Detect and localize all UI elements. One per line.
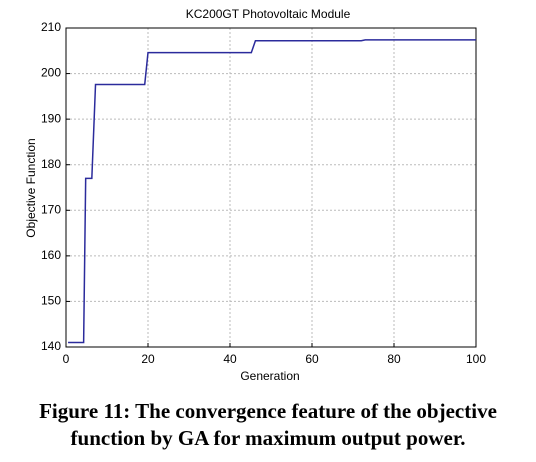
y-tick-label: 140 — [41, 339, 61, 353]
y-tick-label: 190 — [41, 111, 61, 125]
y-tick-label: 180 — [41, 157, 61, 171]
x-tick-label: 20 — [141, 352, 155, 366]
x-tick-label: 100 — [466, 352, 486, 366]
plot-frame — [65, 27, 477, 348]
caption-line: Figure 11: The convergence feature of th… — [39, 399, 497, 423]
x-tick-label: 60 — [305, 352, 319, 366]
caption-line: function by GA for maximum output power. — [71, 426, 466, 450]
y-axis-label: Objective Function — [24, 138, 38, 237]
y-tick-label: 150 — [41, 294, 61, 308]
data-line — [68, 39, 476, 344]
y-tick-label: 170 — [41, 202, 61, 216]
y-tick-label: 200 — [41, 66, 61, 80]
y-tick-label: 160 — [41, 248, 61, 262]
chart-title: KC200GT Photovoltaic Module — [186, 7, 351, 21]
y-tick-label: 210 — [41, 20, 61, 34]
x-axis-label: Generation — [240, 369, 299, 383]
x-tick-label: 80 — [387, 352, 401, 366]
x-tick-label: 40 — [223, 352, 237, 366]
x-tick-label: 0 — [63, 352, 70, 366]
